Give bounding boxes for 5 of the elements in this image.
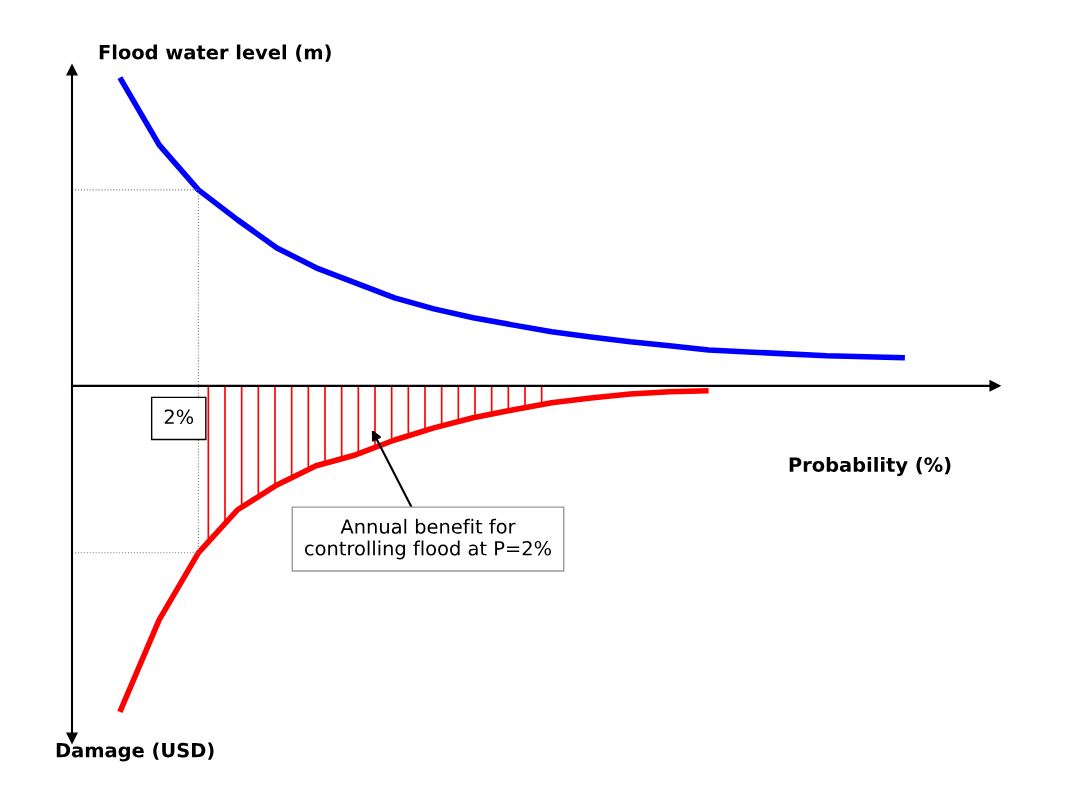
text: Damage (USD): [56, 742, 214, 762]
x-axis-title: Probability (%): [789, 457, 951, 476]
y-axis-title: Flood water level (m): [99, 44, 331, 62]
annotation: 2%: [164, 409, 194, 425]
annotation: Annual benefit for controlling flood at P=2%: [304, 518, 552, 560]
